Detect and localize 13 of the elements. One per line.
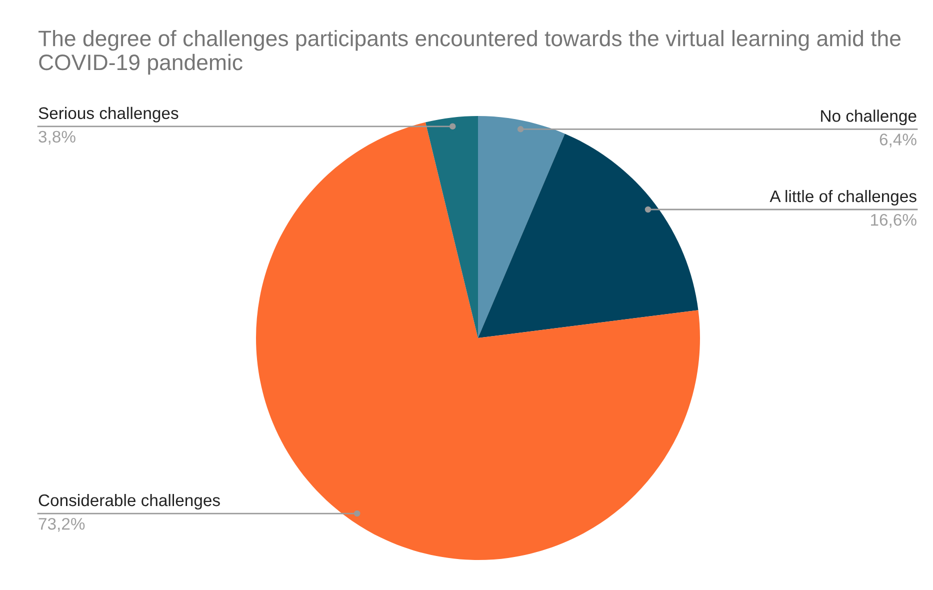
slice-label: A little of challenges xyxy=(770,190,916,206)
pie-slice xyxy=(256,122,700,560)
data-label: 73,2% xyxy=(38,518,85,532)
slice-label: Serious challenges xyxy=(38,106,178,122)
slice-label: Considerable challenges xyxy=(38,494,220,510)
pie-slice xyxy=(478,134,698,338)
data-label: 6,4% xyxy=(880,134,916,148)
data-label: 3,8% xyxy=(38,130,76,145)
slice-label: No challenge xyxy=(821,110,916,126)
pie-slice xyxy=(425,116,478,338)
data-label: 16,6% xyxy=(871,214,916,228)
chart-title: The degree of challenges participants encountered towards the virtual learning amid the COVID-19 pandemic xyxy=(38,30,900,75)
pie-slice xyxy=(478,116,565,338)
